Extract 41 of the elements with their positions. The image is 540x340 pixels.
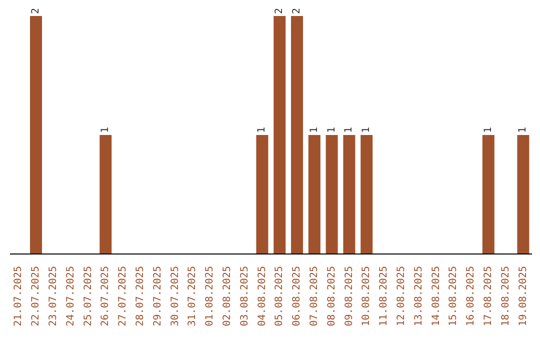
- x-tick-label: 24.07.2025: [65, 266, 76, 326]
- x-tick-label: 17.08.2025: [483, 266, 494, 326]
- x-tick-label: 07.08.2025: [309, 266, 320, 326]
- x-tick-label: 05.08.2025: [274, 266, 286, 326]
- x-tick-label: 30.07.2025: [170, 266, 181, 326]
- x-tick-label: 09.08.2025: [344, 266, 355, 326]
- data-label: 1: [100, 126, 112, 133]
- data-label: 1: [344, 126, 355, 133]
- x-tick-label: 14.08.2025: [430, 266, 442, 326]
- x-tick-label: 10.08.2025: [361, 266, 372, 326]
- x-tick-label: 06.08.2025: [292, 266, 303, 326]
- x-tick-label: 31.07.2025: [187, 266, 198, 326]
- x-tick-label: 15.08.2025: [448, 266, 460, 326]
- x-tick-label: 01.08.2025: [204, 266, 216, 326]
- x-tick-label: 27.07.2025: [118, 266, 129, 326]
- x-tick-label: 28.07.2025: [135, 266, 146, 326]
- x-tick-label: 03.08.2025: [239, 266, 250, 326]
- x-tick-label: 23.07.2025: [48, 266, 59, 326]
- x-tick-label: 29.07.2025: [152, 266, 164, 326]
- data-label: 1: [361, 126, 372, 133]
- data-label: 1: [518, 126, 529, 133]
- data-label: 2: [292, 8, 303, 14]
- data-label: 1: [256, 126, 268, 133]
- x-tick-label: 21.07.2025: [13, 266, 24, 326]
- x-tick-label: 08.08.2025: [326, 266, 338, 326]
- data-label: 1: [308, 126, 320, 133]
- data-label: 2: [30, 8, 42, 14]
- x-tick-label: 18.08.2025: [500, 266, 512, 326]
- x-tick-label: 13.08.2025: [413, 266, 424, 326]
- data-label: 1: [482, 126, 494, 133]
- x-tick-label: 04.08.2025: [256, 266, 268, 326]
- x-tick-label: 12.08.2025: [396, 266, 407, 326]
- x-tick-label: 19.08.2025: [518, 266, 529, 326]
- x-tick-label: 16.08.2025: [466, 266, 477, 326]
- x-tick-label: 22.07.2025: [30, 266, 42, 326]
- x-tick-label: 26.07.2025: [100, 266, 112, 326]
- x-tick-label: 11.08.2025: [378, 266, 390, 326]
- x-tick-label: 25.07.2025: [82, 266, 94, 326]
- data-label: 2: [274, 8, 286, 14]
- data-label: 1: [326, 126, 338, 133]
- x-tick-label: 02.08.2025: [222, 266, 233, 326]
